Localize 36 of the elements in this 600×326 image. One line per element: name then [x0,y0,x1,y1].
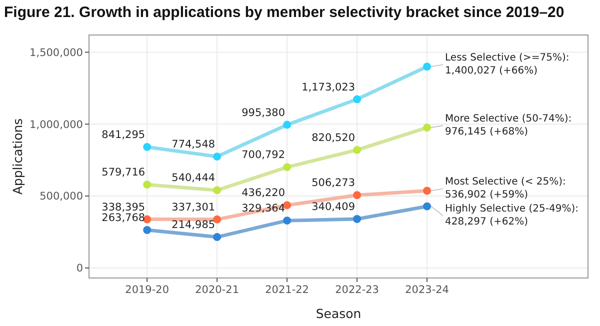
data-label: 340,409 [312,200,356,213]
data-label: 841,295 [102,128,146,141]
data-label: 540,444 [172,172,216,184]
data-label: 1,400,027 (+66%) [445,66,538,77]
data-label: 506,273 [312,177,356,190]
y-tick-label: 500,000 [40,190,83,203]
x-tick-label: 2022-23 [335,284,379,296]
data-label: 337,301 [172,201,216,214]
data-label: 263,768 [102,212,146,224]
data-label: 995,380 [242,106,286,119]
x-tick-label: 2020-21 [195,284,240,296]
data-label: 536,902 (+59%) [445,190,528,201]
series-label: Less Selective (>=75%): [445,52,570,64]
series-label: More Selective (50-74%): [445,114,572,125]
data-label: 579,716 [102,166,146,179]
y-tick-label: 1,500,000 [30,46,83,59]
data-label: 700,792 [242,149,286,162]
data-label: 428,297 (+62%) [445,216,528,228]
data-label: 214,985 [172,219,216,232]
data-label: 1,173,023 [302,81,356,94]
x-axis-title: Season [316,306,362,321]
data-label: 820,520 [312,132,356,144]
data-label: 976,145 (+68%) [445,126,528,138]
data-label: 329,364 [242,202,286,215]
series-label: Most Selective (< 25%): [445,176,566,188]
x-tick-label: 2023-24 [405,284,450,296]
data-label: 338,395 [102,201,146,214]
chart-title: Figure 21. Growth in applications by member selectivity bracket since 2019–20 [4,4,564,21]
series-label: Highly Selective (25-49%): [445,204,578,215]
y-axis-title: Applications [10,118,25,195]
y-tick-label: 1,000,000 [30,118,83,131]
data-label: 774,548 [172,138,216,151]
x-tick-label: 2021-22 [265,284,309,296]
x-tick-label: 2019-20 [125,284,170,296]
data-label: 436,220 [242,187,286,200]
y-tick-label: 0 [76,262,83,275]
